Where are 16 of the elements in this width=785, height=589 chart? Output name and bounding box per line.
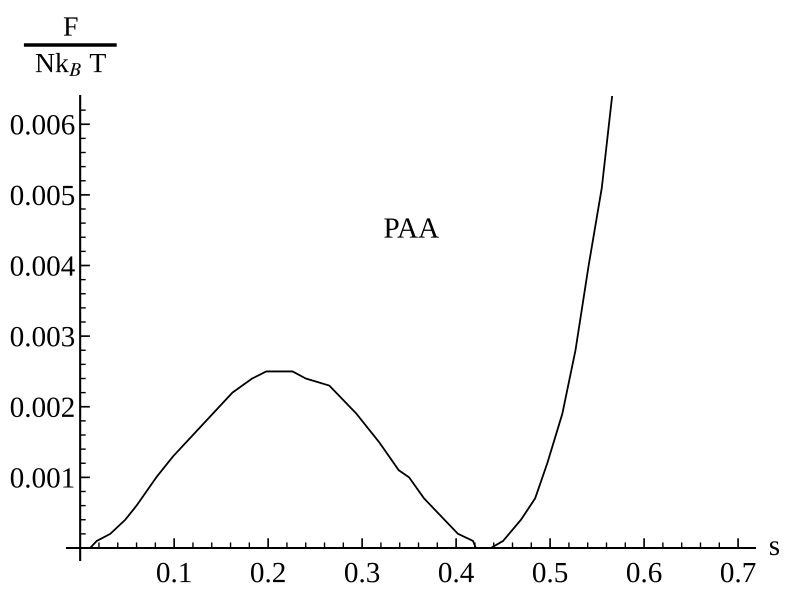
- x-tick-label: 0.1: [157, 562, 191, 583]
- x-tick-label: 0.4: [439, 562, 474, 583]
- y-tick-label: 0.003: [10, 326, 74, 347]
- y-axis-title: F Nk$_{B}$ T: [36, 17, 106, 76]
- x-axis-title: s: [770, 541, 780, 556]
- y-tick-label: 0.002: [10, 397, 74, 418]
- x-tick-label: 0.2: [251, 562, 285, 583]
- y-tick-label: 0.004: [10, 256, 75, 276]
- x-tick-label: 0.7: [720, 562, 756, 583]
- y-tick-label: 0.001: [10, 468, 74, 488]
- y-tick-label: 0.006: [10, 114, 74, 135]
- x-tick-label: 0.3: [345, 562, 380, 583]
- x-tick-label: 0.6: [626, 562, 662, 583]
- x-tick-label: 0.5: [532, 562, 568, 583]
- annotation: PAA: [384, 218, 439, 238]
- y-tick-label: 0.005: [10, 186, 74, 206]
